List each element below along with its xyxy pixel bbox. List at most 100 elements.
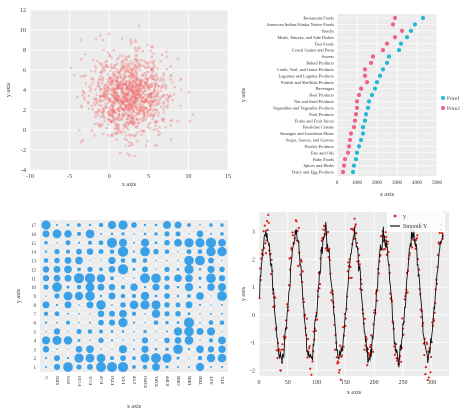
data-point [154,99,157,102]
data-point [116,131,119,135]
data-point [153,78,157,82]
data-point [127,123,131,126]
data-point [107,85,110,88]
data-point [119,86,123,89]
data-point [151,77,154,80]
data-point [141,96,144,100]
data-point [142,113,146,116]
data-point [144,66,148,70]
data-point [117,98,120,102]
data-point [151,117,155,121]
data-point [144,81,148,84]
data-point [151,77,154,81]
data-point [161,84,164,87]
bubble [218,345,226,354]
data-point [120,88,124,91]
data-point [152,77,155,81]
data-point [128,72,132,75]
category-label: Dairy and Egg Products [292,170,334,175]
bubble [154,232,158,236]
bubble [64,230,72,238]
data-point [138,89,142,92]
data-point [133,81,137,85]
data-point [169,65,172,68]
data-point [116,85,119,89]
x-tick-label: FGM [77,376,82,386]
data-point [126,100,130,103]
data-point [139,83,142,86]
data-point [124,82,127,86]
data-point [179,104,182,108]
data-point [114,96,117,99]
x-tick-label: TRB [198,376,203,385]
bubble [196,345,204,354]
data-point [134,89,138,92]
data-point [138,87,141,90]
x-tick-label: 200 [370,380,379,386]
data-point [137,88,140,92]
bubble [152,283,160,291]
data-point [95,93,98,96]
data-point [116,99,120,102]
data-point [127,80,131,83]
data-point [112,66,115,70]
data-point [346,144,352,149]
data-point [113,79,116,83]
legend-box [387,210,445,232]
data-point [337,371,341,374]
data-point [157,111,160,115]
bubble [184,282,194,292]
bubble [140,273,150,284]
data-point [149,104,152,108]
data-point [136,90,140,94]
data-point [135,75,139,79]
data-point [369,343,372,347]
data-point [110,101,114,104]
data-point [131,117,134,120]
data-point [119,68,123,71]
data-point [125,80,128,83]
data-point [142,117,146,120]
data-point [131,72,134,76]
data-point [132,89,135,92]
data-point [127,108,130,111]
data-point [154,124,157,127]
bubble [86,248,94,255]
data-point [147,109,151,113]
bubble [133,348,135,351]
data-point [134,91,137,94]
data-point [133,99,136,102]
data-point [120,62,124,66]
data-point [118,106,122,110]
data-point [142,86,145,90]
data-point [155,72,158,76]
data-point [134,65,138,68]
data-point [127,117,130,120]
category-label: Poultry Products [305,144,335,149]
data-point [145,77,149,81]
data-point [121,67,125,71]
bubble [141,345,149,353]
x-tick-label: -5 [67,174,72,180]
data-point [103,92,106,95]
data-point [165,93,168,97]
data-point [114,127,117,131]
x-tick-label: 5 [147,174,150,180]
data-point [156,92,160,95]
data-point [111,108,115,112]
data-point [134,125,137,129]
data-point [130,73,133,77]
data-point [101,123,104,126]
data-point [161,95,164,98]
data-point [136,88,140,91]
y-tick-label: -4 [21,168,26,174]
data-point [99,95,102,98]
bubble [52,282,62,292]
data-point [115,87,118,91]
bubble [184,326,194,337]
data-point [380,67,386,72]
data-point [87,102,90,105]
data-point [360,131,366,136]
data-point [98,100,101,103]
data-point [118,129,121,132]
